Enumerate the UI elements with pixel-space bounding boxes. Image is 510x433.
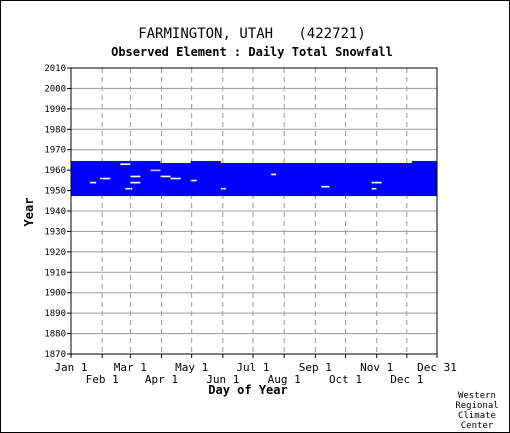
data-band-1951-2: [225, 187, 372, 190]
x-tick-label-365: Dec 31: [417, 361, 457, 374]
y-tick-label-1940: 1940: [44, 207, 66, 217]
credit-line-1: Western: [458, 391, 496, 401]
data-band-1950-0: [71, 189, 437, 192]
x-tick-label-91: Apr 1: [145, 373, 178, 386]
data-band-1952-1: [329, 185, 437, 188]
y-tick-label-2000: 2000: [44, 84, 66, 94]
data-coverage-layer: [71, 160, 438, 197]
x-tick-label-182: Jul 1: [236, 361, 269, 374]
data-band-1957-2: [170, 175, 438, 178]
x-tick-label-213: Aug 1: [268, 373, 301, 386]
y-tick-label-1910: 1910: [44, 268, 66, 278]
y-tick-label-1960: 1960: [44, 166, 66, 176]
data-band-1964-0: [71, 160, 161, 164]
data-band-1964-1: [190, 160, 221, 164]
data-band-1963-0: [71, 162, 121, 166]
y-tick-label-1990: 1990: [44, 105, 66, 115]
data-band-1952-0: [71, 185, 322, 188]
x-tick-label-274: Oct 1: [329, 373, 362, 386]
x-axis-label: Day of Year: [208, 383, 287, 397]
data-band-1954-3: [381, 181, 437, 184]
x-axis-ticks: Jan 1 Mar 1 May 1 Jul 1 Sep 1 Nov 1 Dec 31 Feb …: [54, 354, 457, 386]
data-band-1948-0: [71, 193, 437, 197]
y-tick-label-1920: 1920: [44, 248, 66, 258]
x-tick-label-244: Sep 1: [299, 361, 332, 374]
data-band-1963-1: [130, 162, 438, 166]
y-tick-label-1890: 1890: [44, 309, 66, 319]
y-tick-label-1870: 1870: [44, 350, 66, 360]
data-band-1958-1: [276, 173, 437, 176]
y-tick-label-1950: 1950: [44, 187, 66, 197]
y-tick-label-1970: 1970: [44, 146, 66, 156]
data-band-1949-0: [71, 191, 437, 195]
x-tick-label-1: Jan 1: [54, 361, 87, 374]
data-band-1960-0: [71, 169, 151, 172]
data-band-1951-1: [132, 187, 221, 190]
chart-grid: [71, 67, 437, 355]
x-tick-label-32: Feb 1: [86, 373, 119, 386]
data-band-1957-0: [71, 175, 131, 178]
y-tick-label-1930: 1930: [44, 227, 66, 237]
x-tick-label-305: Nov 1: [360, 361, 393, 374]
x-tick-label-60: Mar 1: [114, 361, 147, 374]
data-band-1955-1: [196, 179, 437, 182]
data-band-1956-1: [110, 177, 171, 180]
chart-title: FARMINGTON, UTAH (422721): [138, 26, 366, 42]
y-tick-label-1900: 1900: [44, 289, 66, 299]
y-axis-ticks: 1870 1880 1890 1900 1910 1920 1930 1940 1950 1960…: [44, 64, 71, 360]
data-band-1955-0: [71, 179, 191, 182]
y-axis-label: Year: [22, 198, 36, 227]
x-tick-label-121: May 1: [175, 361, 208, 374]
credit-line-3: Climate: [458, 411, 496, 421]
data-band-1956-2: [180, 177, 437, 180]
data-band-1954-2: [140, 181, 372, 184]
y-tick-label-1880: 1880: [44, 330, 66, 340]
y-tick-label-2010: 2010: [44, 64, 66, 74]
y-tick-label-1980: 1980: [44, 125, 66, 135]
credit-line-2: Regional: [455, 401, 498, 411]
data-band-1961-0: [71, 167, 437, 170]
wrcc-credit: Western Regional Climate Center: [455, 391, 498, 431]
x-tick-label-335: Dec 1: [390, 373, 423, 386]
data-band-1960-1: [160, 169, 437, 172]
data-band-1964-2: [411, 160, 437, 164]
credit-line-4: Center: [461, 421, 494, 431]
data-band-1954-1: [96, 181, 131, 184]
data-band-1958-0: [71, 173, 272, 176]
data-band-1957-1: [140, 175, 161, 178]
data-band-1962-0: [71, 165, 437, 168]
data-band-1956-0: [71, 177, 101, 180]
x-tick-label-152: Jun 1: [206, 373, 239, 386]
data-band-1959-0: [71, 171, 437, 174]
data-band-1951-3: [376, 187, 437, 190]
data-band-1954-0: [71, 181, 91, 184]
chart-subtitle: Observed Element : Daily Total Snowfall: [111, 45, 393, 59]
data-band-1953-0: [71, 183, 437, 186]
data-band-1951-0: [71, 187, 126, 190]
